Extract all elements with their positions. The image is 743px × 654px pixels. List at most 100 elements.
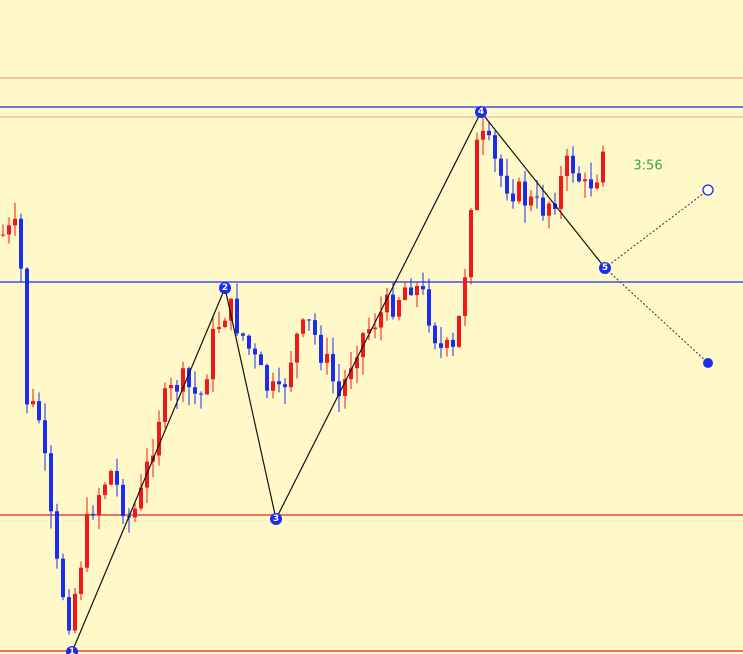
candle-body [289,362,293,388]
candle-timer: 3:56 [633,159,662,174]
candle-body [457,315,461,347]
candle-body [427,289,431,326]
candle-body [67,597,71,631]
wave-marker [475,106,487,118]
candle-body [481,130,485,140]
candle-body [241,333,245,336]
candle-body [565,155,569,177]
candle-body [493,135,497,159]
candle-body [91,513,95,516]
candle-body [193,387,197,394]
candle-body [355,357,359,369]
candle-body [589,179,593,189]
candle-body [259,354,263,366]
wave-marker [270,513,282,525]
candle-body [349,368,353,380]
candle-body [7,225,11,235]
candle-body [601,151,605,183]
target-filled [703,358,713,368]
candle-body [277,381,281,385]
candle-body [169,384,173,389]
candle-body [319,334,323,363]
candle-body [313,320,317,335]
candle-body [469,210,473,278]
candle-body [415,286,419,296]
candle-body [463,277,467,316]
candle-body [337,381,341,397]
candle-body [379,312,383,328]
candle-body [577,173,581,182]
candle-body [157,421,161,456]
candle-body [529,196,533,206]
candle-body [115,471,119,485]
candle-body [511,193,515,202]
candle-body [85,513,89,568]
candle-body [505,175,509,194]
candle-body [97,495,101,516]
candle-body [547,203,551,216]
candle-body [271,381,275,391]
candle-body [163,388,167,422]
candle-body [373,327,377,330]
wave-label: 5 [602,263,608,273]
candle-body [205,379,209,395]
candle-body [409,287,413,296]
candle-body [139,487,143,509]
wave-marker [66,646,78,654]
candle-body [499,158,503,176]
candle-body [25,268,29,405]
candle-body [223,320,227,328]
candle-body [283,384,287,388]
wave-marker [219,282,231,294]
wave-labels: 1 2 3 4 5 [66,106,611,654]
wave-label: 1 [69,647,75,654]
target-open [702,184,714,196]
candle-body [553,203,557,209]
candle-body [331,353,335,382]
candle-body [385,294,389,313]
candle-body [301,319,305,334]
candle-body [265,365,269,391]
candle-body [37,401,41,421]
candle-body [175,384,179,392]
candle-body [583,179,587,182]
candle-body [49,453,53,512]
candle-body [73,593,77,631]
candle-body [253,348,257,355]
candle-body [133,508,137,518]
candle-body [433,325,437,344]
candle-body [559,176,563,209]
candle-body [541,197,545,216]
candle-body [13,218,17,226]
candle-body [451,339,455,347]
candles [1,117,605,635]
candle-body [31,401,35,405]
candle-body [247,335,251,349]
candle-body [517,181,521,202]
wave-label: 4 [478,107,484,117]
candle-body [571,155,575,174]
candle-body [391,294,395,317]
candle-body [487,130,491,136]
candle-body [79,567,83,594]
candle-body [181,368,185,392]
candle-body [595,182,599,189]
candle-body [523,181,527,206]
candle-body [343,379,347,397]
candle-body [61,558,65,598]
projection-line [604,267,709,364]
candle-body [535,196,539,198]
candle-body [19,218,23,269]
candle-body [217,327,221,329]
candle-body [235,298,239,334]
candle-body [397,299,401,317]
candle-body [421,286,425,290]
wave-label: 2 [222,283,228,293]
candle-body [367,329,371,334]
candle-body [199,393,203,395]
candle-body [187,368,191,388]
candle-body [109,471,113,485]
candle-body [307,319,311,321]
